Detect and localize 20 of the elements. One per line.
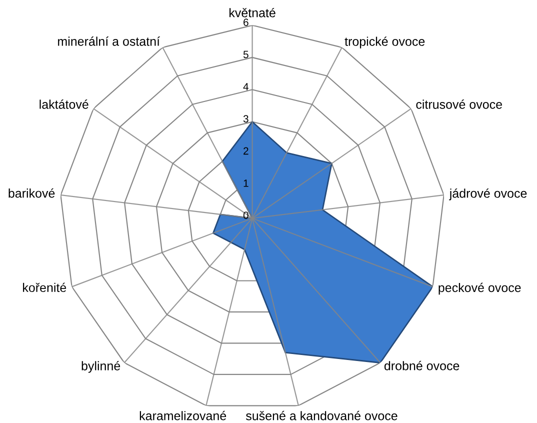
spoke-label: citrusové ovoce xyxy=(416,100,502,109)
y-tick-label: 5 xyxy=(243,50,248,58)
spoke-label: barikové xyxy=(8,188,55,198)
y-tick-label: 1 xyxy=(244,180,248,187)
spoke-label: kořenité xyxy=(23,282,66,292)
spoke-label: peckové ovoce xyxy=(438,282,521,295)
spoke-label: tropické ovoce xyxy=(344,36,425,48)
y-tick-label: 4 xyxy=(243,83,249,90)
spoke-label: karamelizované xyxy=(140,410,226,420)
y-tick-label: 0 xyxy=(243,212,248,219)
spoke-label: minerální a ostatní xyxy=(58,36,160,46)
spoke-label: jádrové ovoce xyxy=(449,188,527,200)
spoke-label: květnaté xyxy=(230,8,276,18)
spoke-label: laktátové xyxy=(40,100,88,109)
spoke-label: bylinné xyxy=(82,361,120,373)
y-tick-label: 2 xyxy=(244,147,248,155)
spoke-label: drobné ovoce xyxy=(384,360,460,370)
y-tick-label: 6 xyxy=(244,18,248,26)
spoke-label: sušené a kandované ovoce xyxy=(246,410,398,420)
y-tick-label: 3 xyxy=(243,115,248,123)
